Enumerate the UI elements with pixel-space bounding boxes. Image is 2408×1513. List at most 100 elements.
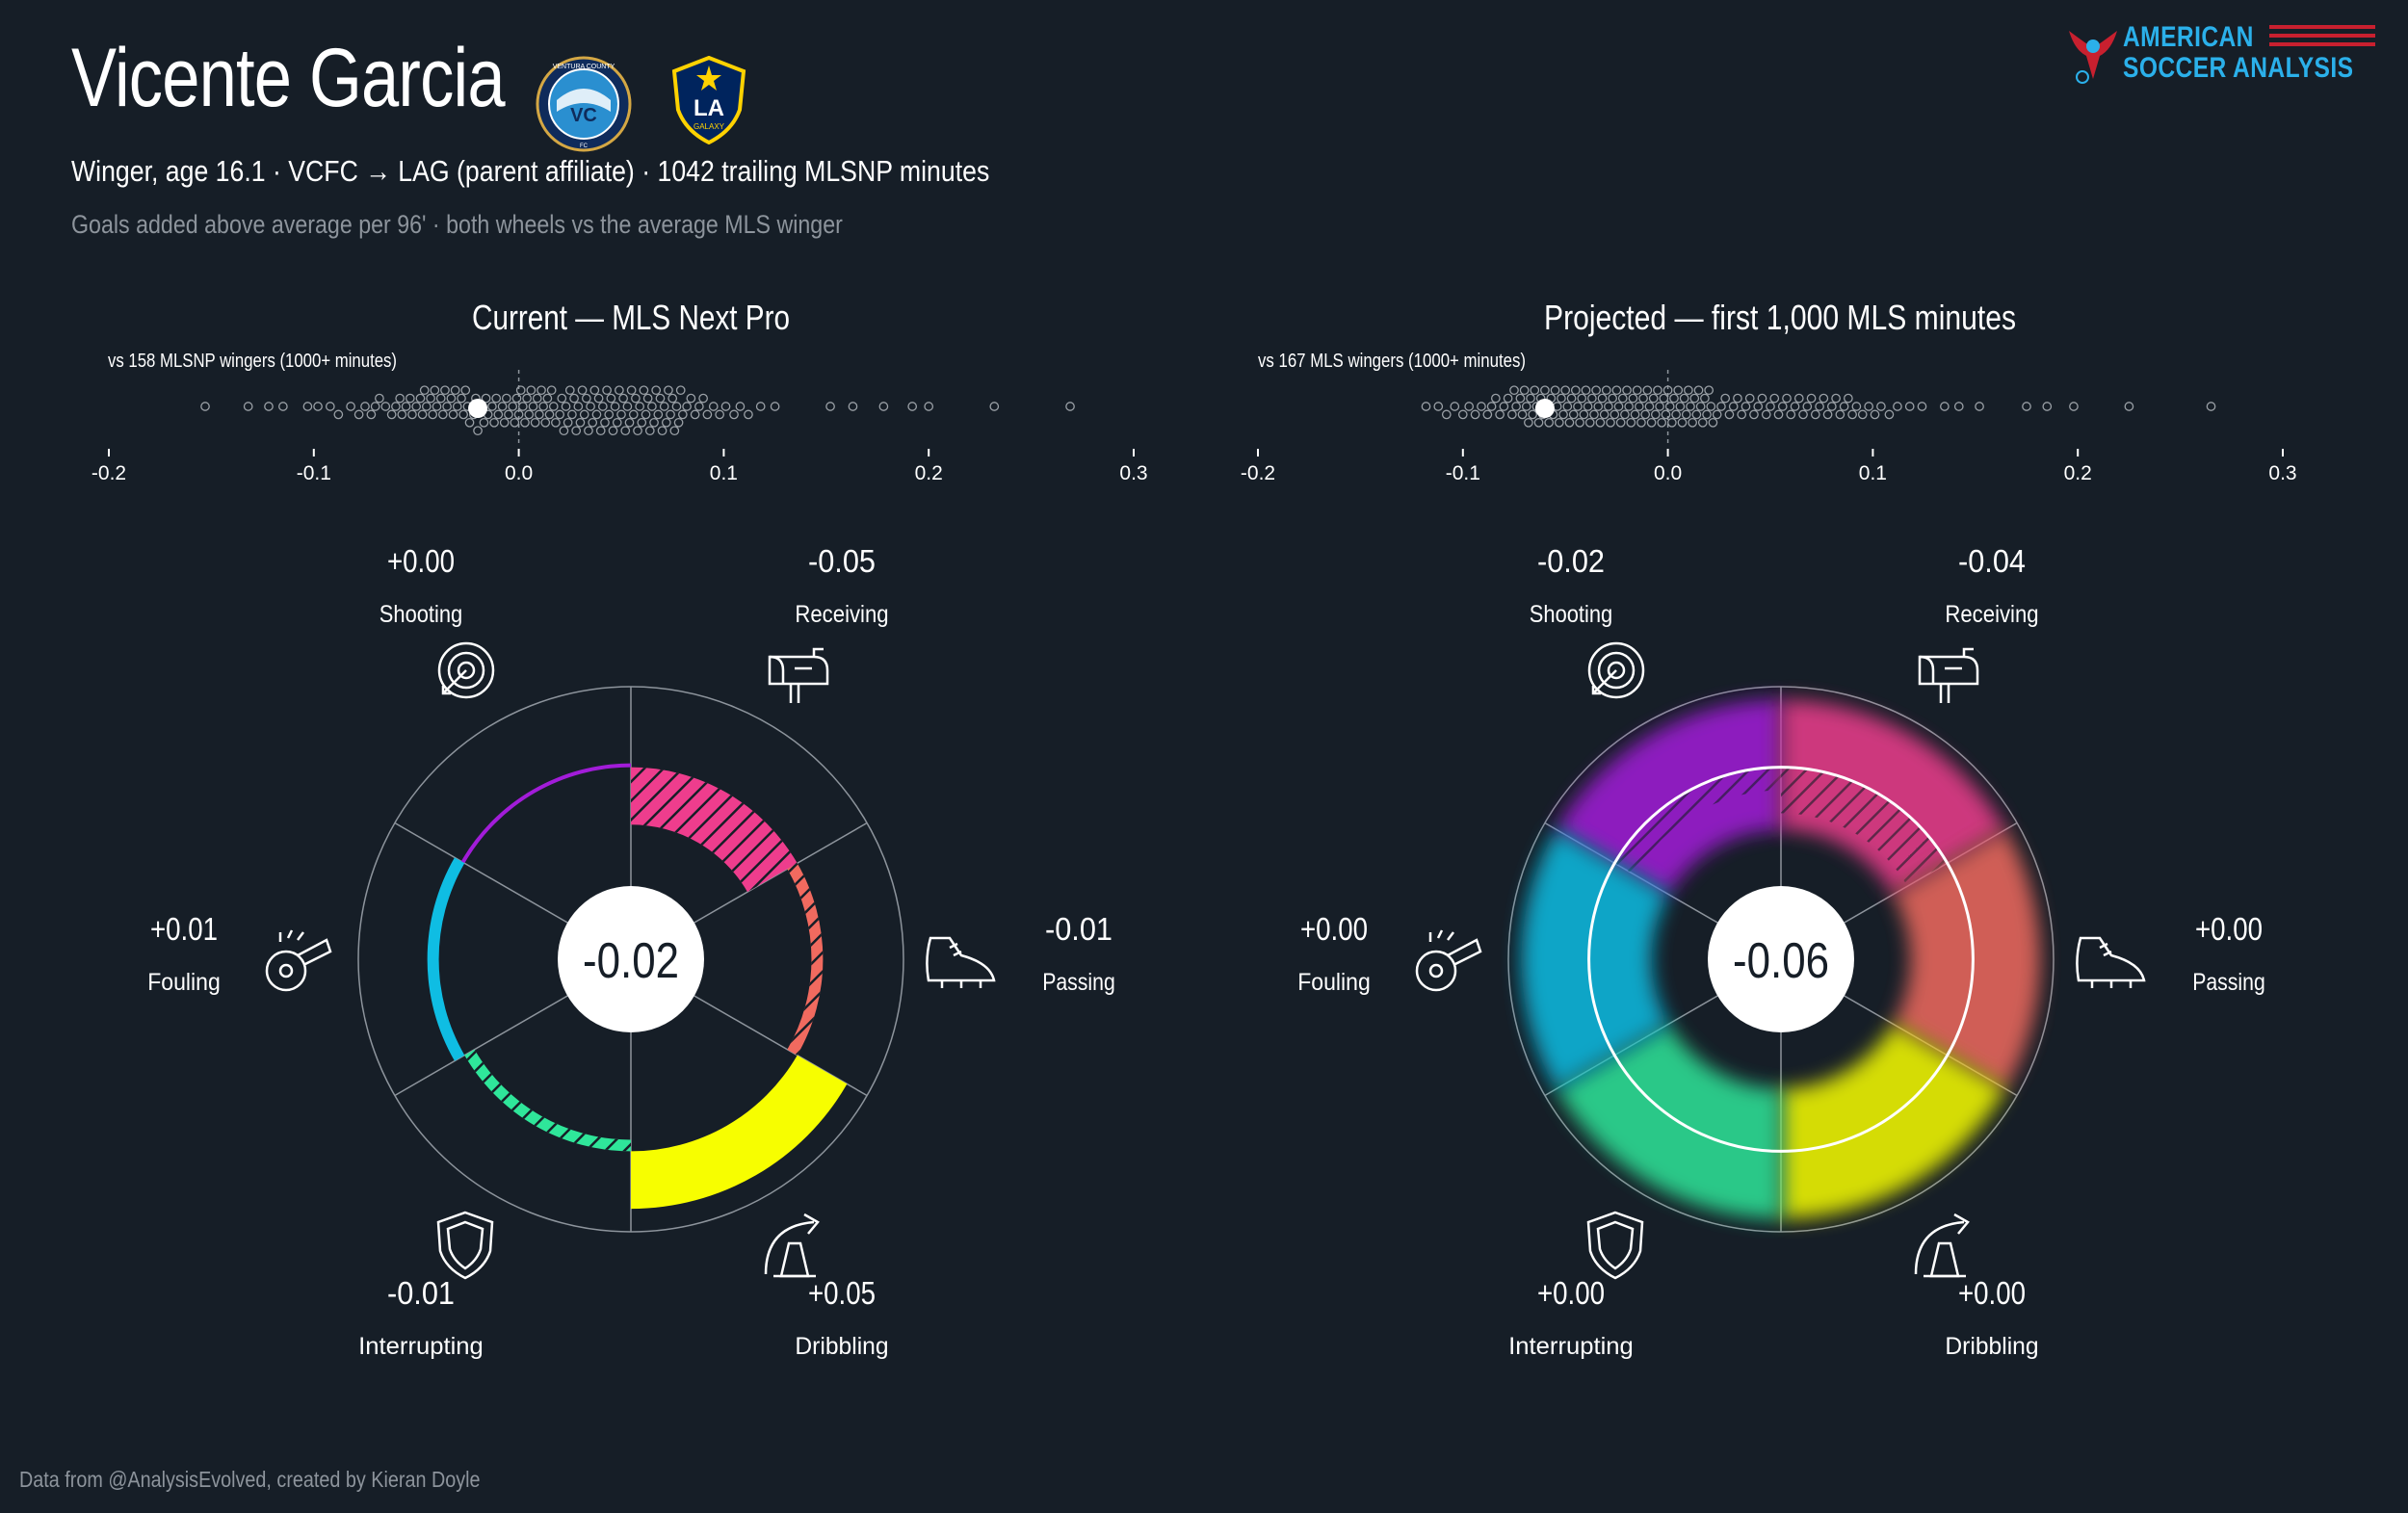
peer-point [487, 402, 497, 411]
peer-point [626, 385, 637, 396]
logo-bottom-text: FC [580, 143, 589, 149]
peer-point [278, 402, 288, 411]
peer-point [428, 409, 438, 420]
peer-point [1642, 385, 1653, 396]
peer-point [440, 385, 450, 396]
peer-point [264, 402, 274, 411]
peer-point [655, 393, 666, 404]
cone-icon [764, 1213, 820, 1278]
peer-point [370, 402, 380, 411]
peer-point [1662, 385, 1673, 396]
peer-point [602, 385, 612, 396]
swarm-label: vs 167 MLS wingers (1000+ minutes) [1258, 351, 1526, 372]
peer-point [1640, 409, 1651, 420]
peer-point [1617, 393, 1628, 404]
peer-point [653, 409, 664, 420]
peer-point [1528, 409, 1538, 420]
peer-point [666, 409, 675, 420]
peer-point [1526, 393, 1535, 404]
wheel-current: -0.02 +0.00 Shooting -0.05 Receiving -0.01 Pas… [147, 543, 1115, 1360]
peer-point [1470, 409, 1480, 420]
tick-label: 0.2 [2064, 462, 2092, 484]
peer-point [1519, 385, 1530, 396]
peer-point [1620, 409, 1630, 420]
bar-shooting [460, 763, 631, 864]
peer-point [1624, 402, 1635, 411]
peer-point [1819, 393, 1829, 404]
peer-point [1583, 402, 1593, 411]
peer-point [657, 426, 667, 436]
peer-point [1644, 402, 1655, 411]
peer-point [569, 393, 579, 404]
wheel-projected: -0.06 -0.02 Shooting -0.04 Receiving +0.00 Pas… [1297, 543, 2265, 1360]
peer-point [504, 409, 513, 420]
peer-point [1599, 409, 1610, 420]
peer-point [1757, 393, 1767, 404]
peer-point [513, 409, 524, 420]
peer-point [677, 409, 688, 420]
peer-point [690, 409, 700, 420]
tick-label: -0.1 [1446, 462, 1480, 484]
total-value: -0.02 [583, 933, 679, 989]
peer-point [386, 409, 397, 420]
peer-point [1822, 409, 1833, 420]
peer-point [1826, 402, 1837, 411]
value-label-dribbling: +0.05 [808, 1275, 876, 1311]
peer-point [559, 426, 569, 436]
peer-point [1793, 393, 1804, 404]
peer-point [1509, 385, 1519, 396]
peer-point [581, 393, 591, 404]
peer-point [618, 393, 628, 404]
peer-point [1659, 393, 1669, 404]
peer-point [557, 393, 567, 404]
peer-point [243, 402, 253, 411]
peer-point [1810, 409, 1820, 420]
logo-text: VC [570, 105, 597, 126]
tick-label: 0.3 [1119, 462, 1147, 484]
peer-point [577, 385, 588, 396]
peer-point [333, 409, 344, 420]
peer-point [1839, 402, 1849, 411]
peer-point [1441, 409, 1452, 420]
peer-point [1636, 417, 1646, 428]
value-label-interrupting: -0.01 [387, 1275, 455, 1311]
bar-interrupting [464, 1049, 631, 1152]
peer-point [1593, 402, 1604, 411]
peer-point [1728, 402, 1739, 411]
peer-point [641, 409, 651, 420]
peer-point [491, 393, 502, 404]
peer-point [1634, 402, 1644, 411]
peer-point [1686, 402, 1695, 411]
peer-point [604, 409, 615, 420]
peer-point [2069, 402, 2079, 411]
peer-point [1702, 409, 1712, 420]
peer-point [1521, 402, 1531, 411]
peer-point [518, 402, 528, 411]
peer-point [1671, 409, 1681, 420]
peer-point [633, 426, 642, 436]
peer-point [1673, 385, 1684, 396]
peer-point [1975, 402, 1984, 411]
peer-point [380, 402, 391, 411]
peer-point [325, 402, 335, 411]
bar-fouling [427, 857, 465, 1061]
panel-title-current: Current — MLS Next Pro [472, 298, 790, 337]
peer-point [612, 417, 622, 428]
peer-point [446, 393, 457, 404]
peer-point [589, 385, 600, 396]
peer-point [526, 385, 537, 396]
peer-point [473, 426, 483, 436]
peer-point [628, 409, 639, 420]
peer-point [615, 385, 624, 396]
category-label-passing: Passing [2192, 969, 2265, 996]
peer-point [561, 402, 571, 411]
logo-text: LA [694, 95, 724, 121]
peer-point [515, 385, 526, 396]
tick-label: 0.3 [2268, 462, 2296, 484]
peer-point [464, 417, 475, 428]
category-label-dribbling: Dribbling [1945, 1333, 2038, 1360]
peer-point [1499, 402, 1509, 411]
peer-point [1632, 385, 1642, 396]
peer-point [1628, 393, 1638, 404]
peer-point [1558, 409, 1568, 420]
